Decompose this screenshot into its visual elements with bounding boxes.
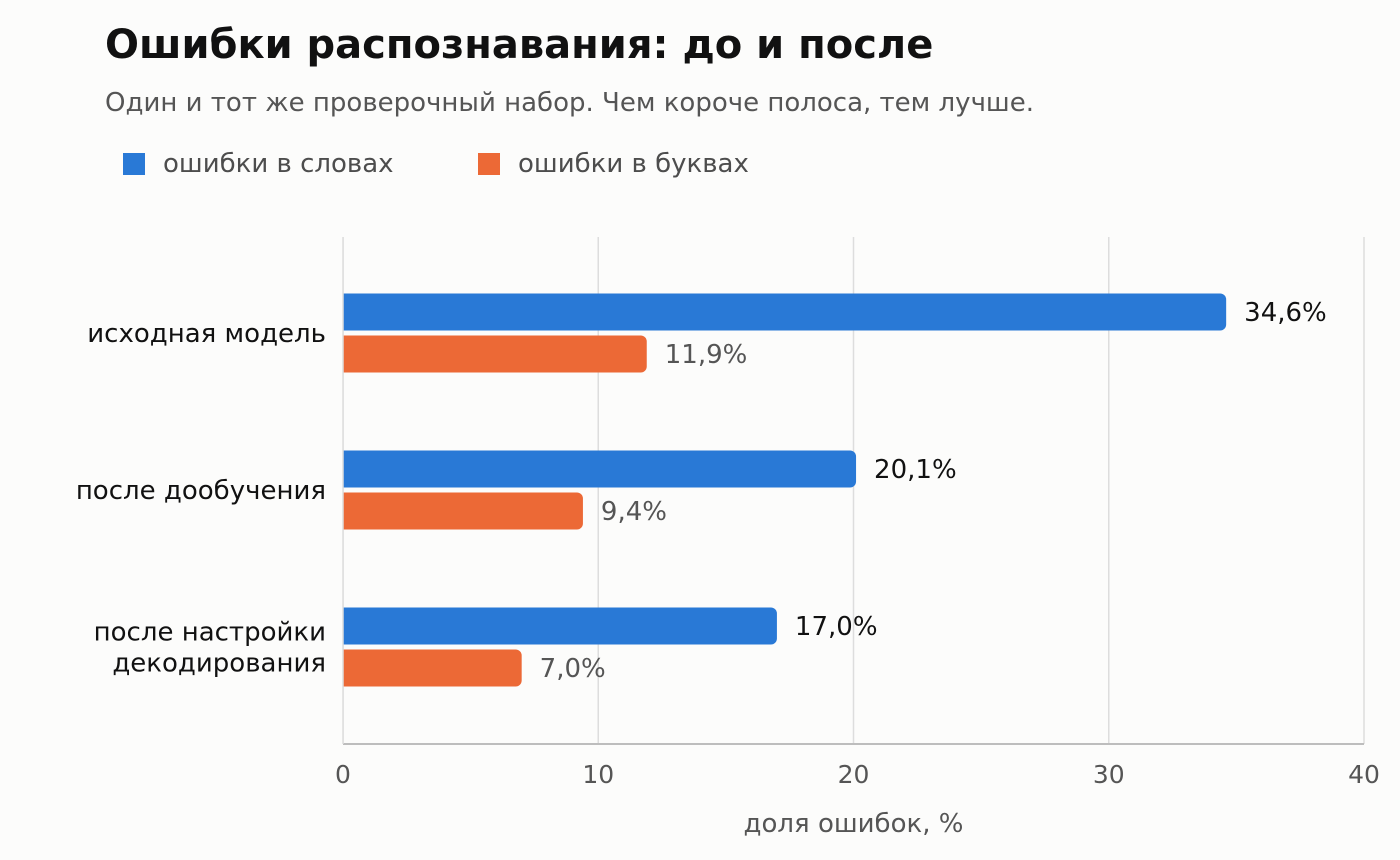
bar-left-mask [336, 237, 343, 744]
x-tick-label-4: 40 [1348, 760, 1380, 789]
data-label-series1-cat1: 9,4% [601, 497, 667, 527]
bar-series0-cat1 [337, 450, 857, 488]
x-tick-label-2: 20 [838, 760, 870, 789]
legend-item-word-errors: ошибки в словах [123, 148, 394, 180]
bar-series0-cat2 [337, 607, 777, 645]
data-label-series1-cat2: 7,0% [540, 654, 606, 684]
legend-swatch-char-errors [478, 153, 500, 175]
data-label-series1-cat0: 11,9% [665, 340, 748, 370]
x-tick-label-3: 30 [1093, 760, 1125, 789]
legend-label-char-errors: ошибки в буквах [518, 149, 749, 179]
x-tick-label-1: 10 [582, 760, 614, 789]
chart-subtitle: Один и тот же проверочный набор. Чем кор… [105, 88, 1034, 118]
bar-series1-cat0 [337, 335, 647, 373]
legend-item-char-errors: ошибки в буквах [478, 148, 749, 180]
x-axis-title: доля ошибок, % [744, 809, 964, 839]
bar-series1-cat2 [337, 649, 522, 687]
legend-swatch-word-errors [123, 153, 145, 175]
x-tick-label-0: 0 [335, 760, 351, 789]
bar-series0-cat0 [337, 293, 1227, 331]
category-label-2-line-0: после настройки [94, 618, 326, 648]
category-label-1: после дообучения [76, 476, 326, 506]
legend-label-word-errors: ошибки в словах [163, 149, 394, 179]
data-label-series0-cat0: 34,6% [1244, 298, 1327, 328]
bar-series1-cat1 [337, 492, 583, 530]
chart-title: Ошибки распознавания: до и после [105, 22, 934, 68]
data-label-series0-cat2: 17,0% [795, 612, 878, 642]
category-label-0: исходная модель [87, 319, 326, 349]
data-label-series0-cat1: 20,1% [874, 455, 957, 485]
category-label-2-line-1: декодирования [112, 649, 326, 679]
